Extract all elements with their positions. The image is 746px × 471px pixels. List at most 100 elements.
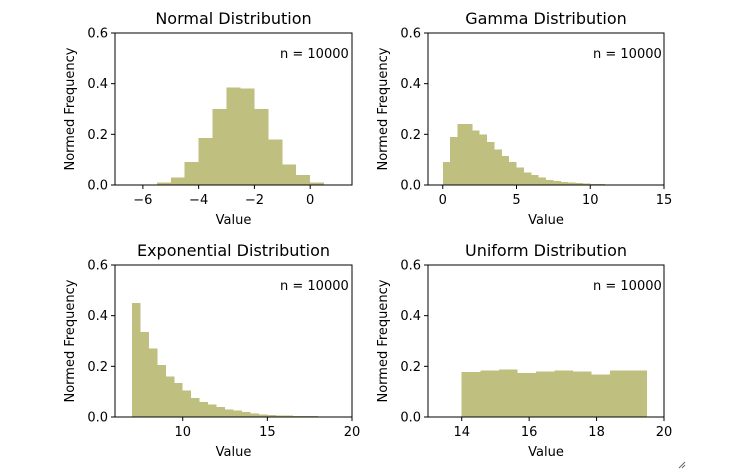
histogram-bar (450, 136, 458, 185)
x-tick-label: 10 (582, 193, 599, 208)
y-tick-label: 0.0 (87, 411, 108, 426)
histogram-bar (282, 164, 297, 185)
histogram-bar (199, 401, 209, 417)
y-tick-label: 0.4 (400, 77, 421, 92)
subplot-4: 14 16 18 20 0.0 0.2 0.4 0.6 Uniform Distribution… (376, 241, 672, 460)
histogram-bar (498, 369, 518, 417)
sample-size-annotation: n = 10000 (593, 279, 662, 294)
histogram-bar (131, 303, 141, 417)
y-tick-label: 0.4 (87, 309, 108, 324)
y-tick-label: 0.4 (400, 309, 421, 324)
histogram-bar (212, 109, 227, 185)
subplot-2: 0 5 10 15 0.0 0.2 0.4 0.6 Gamma Distribution Valu… (376, 9, 672, 228)
y-axis-label: Normed Frequency (63, 47, 78, 170)
histogram-bar (240, 88, 255, 185)
x-tick-label: 15 (656, 193, 673, 208)
histogram-bar (275, 415, 285, 417)
histogram-bar (553, 181, 561, 185)
histogram-bar (479, 134, 487, 185)
x-tick-label: 0 (306, 193, 314, 208)
histogram-bar (516, 167, 524, 185)
x-tick-label: 16 (521, 425, 538, 440)
histogram-bar (517, 373, 536, 417)
y-axis-label: Normed Frequency (376, 47, 391, 170)
axes-frame (114, 32, 353, 186)
histogram-bar (258, 414, 268, 417)
histogram-bar (226, 87, 241, 185)
histogram-bar (464, 124, 473, 185)
histogram-bar (535, 371, 555, 417)
histogram-bar (268, 139, 283, 185)
histogram-bar (184, 162, 199, 185)
resize-grip-icon[interactable] (678, 461, 686, 469)
histogram-bar (250, 413, 259, 417)
axes-frame (427, 32, 665, 186)
sample-size-annotation: n = 10000 (280, 47, 349, 62)
x-tick-label: 15 (259, 425, 276, 440)
histogram-bar (267, 414, 276, 417)
histogram-bar (575, 183, 583, 185)
chart-title: Uniform Distribution (465, 241, 627, 260)
chart-title: Normal Distribution (155, 9, 311, 28)
histogram-bar (198, 138, 213, 185)
y-tick-label: 0.0 (87, 179, 108, 194)
x-tick-label: 10 (174, 425, 191, 440)
x-tick-label: 20 (656, 425, 673, 440)
histogram-bar (538, 177, 546, 185)
histogram-bar (590, 183, 598, 185)
histogram-bar (472, 130, 480, 185)
x-axis-label: Value (216, 445, 252, 460)
chart-title: Gamma Distribution (465, 9, 627, 28)
y-tick-label: 0.0 (400, 411, 421, 426)
histogram-bar (461, 372, 481, 417)
x-axis-label: Value (216, 213, 252, 228)
x-axis-label: Value (528, 213, 564, 228)
histogram-bar (182, 390, 192, 417)
x-axis-label: Value (528, 445, 564, 460)
sample-size-annotation: n = 10000 (280, 279, 349, 294)
histogram-bar (254, 109, 269, 185)
histogram-bar (233, 410, 242, 417)
y-tick-label: 0.2 (400, 128, 421, 143)
histogram-bar (156, 182, 171, 185)
axes-frame (427, 264, 665, 418)
x-tick-label: −6 (133, 193, 152, 208)
y-tick-label: 0.6 (400, 259, 421, 274)
histogram-bar (501, 155, 510, 185)
histogram-bar (208, 404, 217, 417)
x-tick-label: 20 (344, 425, 361, 440)
histogram-bar (170, 177, 185, 185)
histogram-bar (582, 183, 591, 185)
subplot-1: −6 −4 −2 0 0.0 0.2 0.4 0.6 Normal Distribution Va… (63, 9, 353, 228)
histogram-bar (531, 174, 539, 185)
histogram-bar (572, 371, 592, 417)
y-tick-label: 0.6 (400, 27, 421, 42)
chart-title: Exponential Distribution (137, 241, 330, 260)
y-tick-label: 0.2 (87, 128, 108, 143)
histogram-bar (310, 182, 325, 185)
histogram-bar (442, 162, 451, 185)
x-tick-label: 5 (512, 193, 520, 208)
x-tick-label: 18 (588, 425, 605, 440)
histogram-bar (457, 124, 465, 185)
y-tick-label: 0.0 (400, 179, 421, 194)
histogram-bar (546, 179, 554, 185)
histogram-bar (157, 365, 166, 417)
y-axis-label: Normed Frequency (376, 279, 391, 402)
y-tick-label: 0.6 (87, 259, 108, 274)
x-tick-label: −4 (189, 193, 208, 208)
sample-size-annotation: n = 10000 (593, 47, 662, 62)
histogram-bar (610, 370, 629, 417)
x-tick-label: 14 (453, 425, 470, 440)
x-tick-label: −2 (245, 193, 264, 208)
histogram-bar (140, 332, 149, 417)
axes-frame (114, 264, 353, 418)
histogram-bar (165, 376, 175, 417)
y-tick-label: 0.2 (87, 360, 108, 375)
histogram-bar (292, 415, 302, 417)
histogram-bar (487, 141, 495, 185)
histogram-bar (480, 370, 499, 417)
histogram-bar (216, 406, 226, 417)
y-axis-label: Normed Frequency (63, 279, 78, 402)
